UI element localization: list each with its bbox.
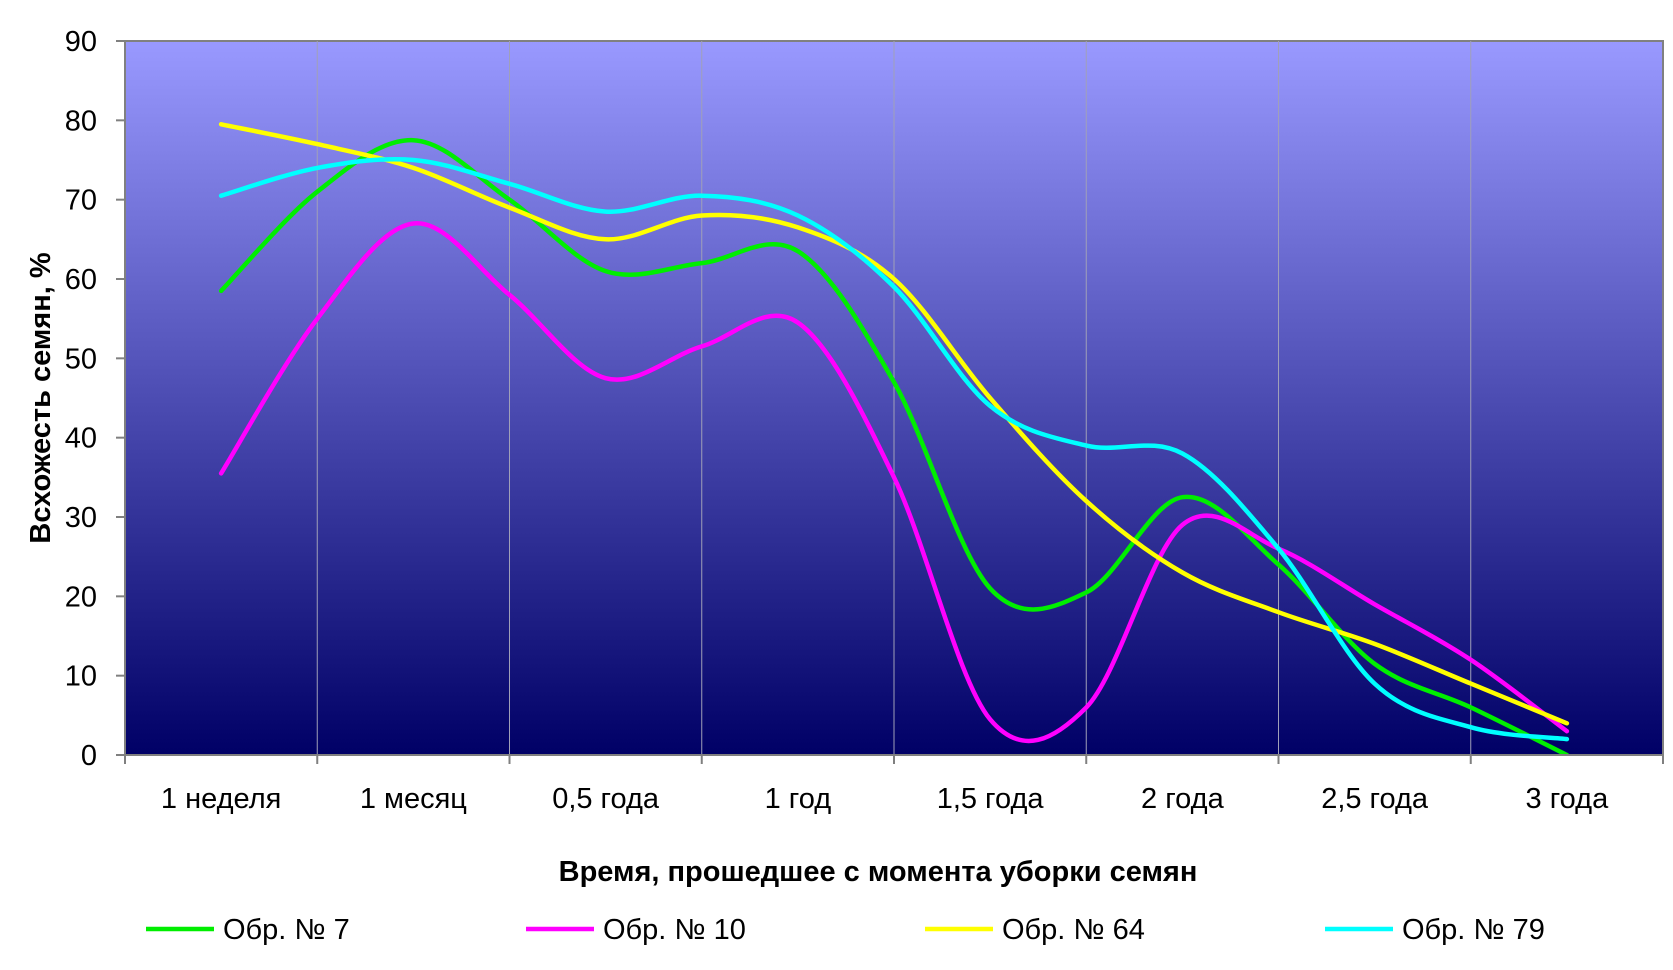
gridlines (316, 41, 1472, 755)
legend-item-4: Обр. № 79 (1325, 914, 1545, 946)
legend-item-2: Обр. № 10 (526, 914, 746, 946)
legend-label: Обр. № 79 (1402, 914, 1545, 946)
y-tick-label: 0 (81, 740, 97, 772)
legend-item-3: Обр. № 64 (925, 914, 1145, 946)
axes: 0 10 20 30 40 50 60 70 80 90 1 неделя 1 месяц 0,5 го… (65, 26, 1664, 815)
x-tick-label: 1,5 года (937, 783, 1045, 815)
series-line-2 (218, 221, 1570, 744)
series-line-3 (218, 122, 1570, 726)
x-axis-title: Время, прошедшее с момента уборки семян (559, 856, 1198, 888)
y-tick-label: 70 (65, 185, 97, 217)
legend-label: Обр. № 7 (223, 914, 350, 946)
y-tick-label: 60 (65, 264, 97, 296)
legend-label: Обр. № 64 (1002, 914, 1145, 946)
y-tick-label: 40 (65, 423, 97, 455)
x-tick-label: 1 месяц (360, 783, 467, 815)
legend-label: Обр. № 10 (603, 914, 746, 946)
y-tick-label: 90 (65, 26, 97, 58)
x-tick-label: 2 года (1141, 783, 1225, 815)
series-line-4 (218, 157, 1570, 742)
x-tick-label: 1 год (765, 783, 832, 815)
x-tick-label: 0,5 года (552, 783, 660, 815)
y-tick-label: 20 (65, 581, 97, 613)
series-line-1 (218, 137, 1570, 755)
y-tick-label: 80 (65, 105, 97, 137)
x-tick-label: 1 неделя (161, 783, 281, 815)
x-tick-label: 3 года (1526, 783, 1610, 815)
legend: Обр. № 7 Обр. № 10 Обр. № 64 Обр. № 79 (146, 914, 1545, 946)
y-tick-label: 10 (65, 661, 97, 693)
y-axis-title: Всхожесть семян, % (25, 252, 57, 543)
y-tick-label: 30 (65, 502, 97, 534)
series-group (218, 122, 1570, 755)
x-tick-label: 2,5 года (1321, 783, 1429, 815)
y-tick-label: 50 (65, 343, 97, 375)
legend-item-1: Обр. № 7 (146, 914, 350, 946)
